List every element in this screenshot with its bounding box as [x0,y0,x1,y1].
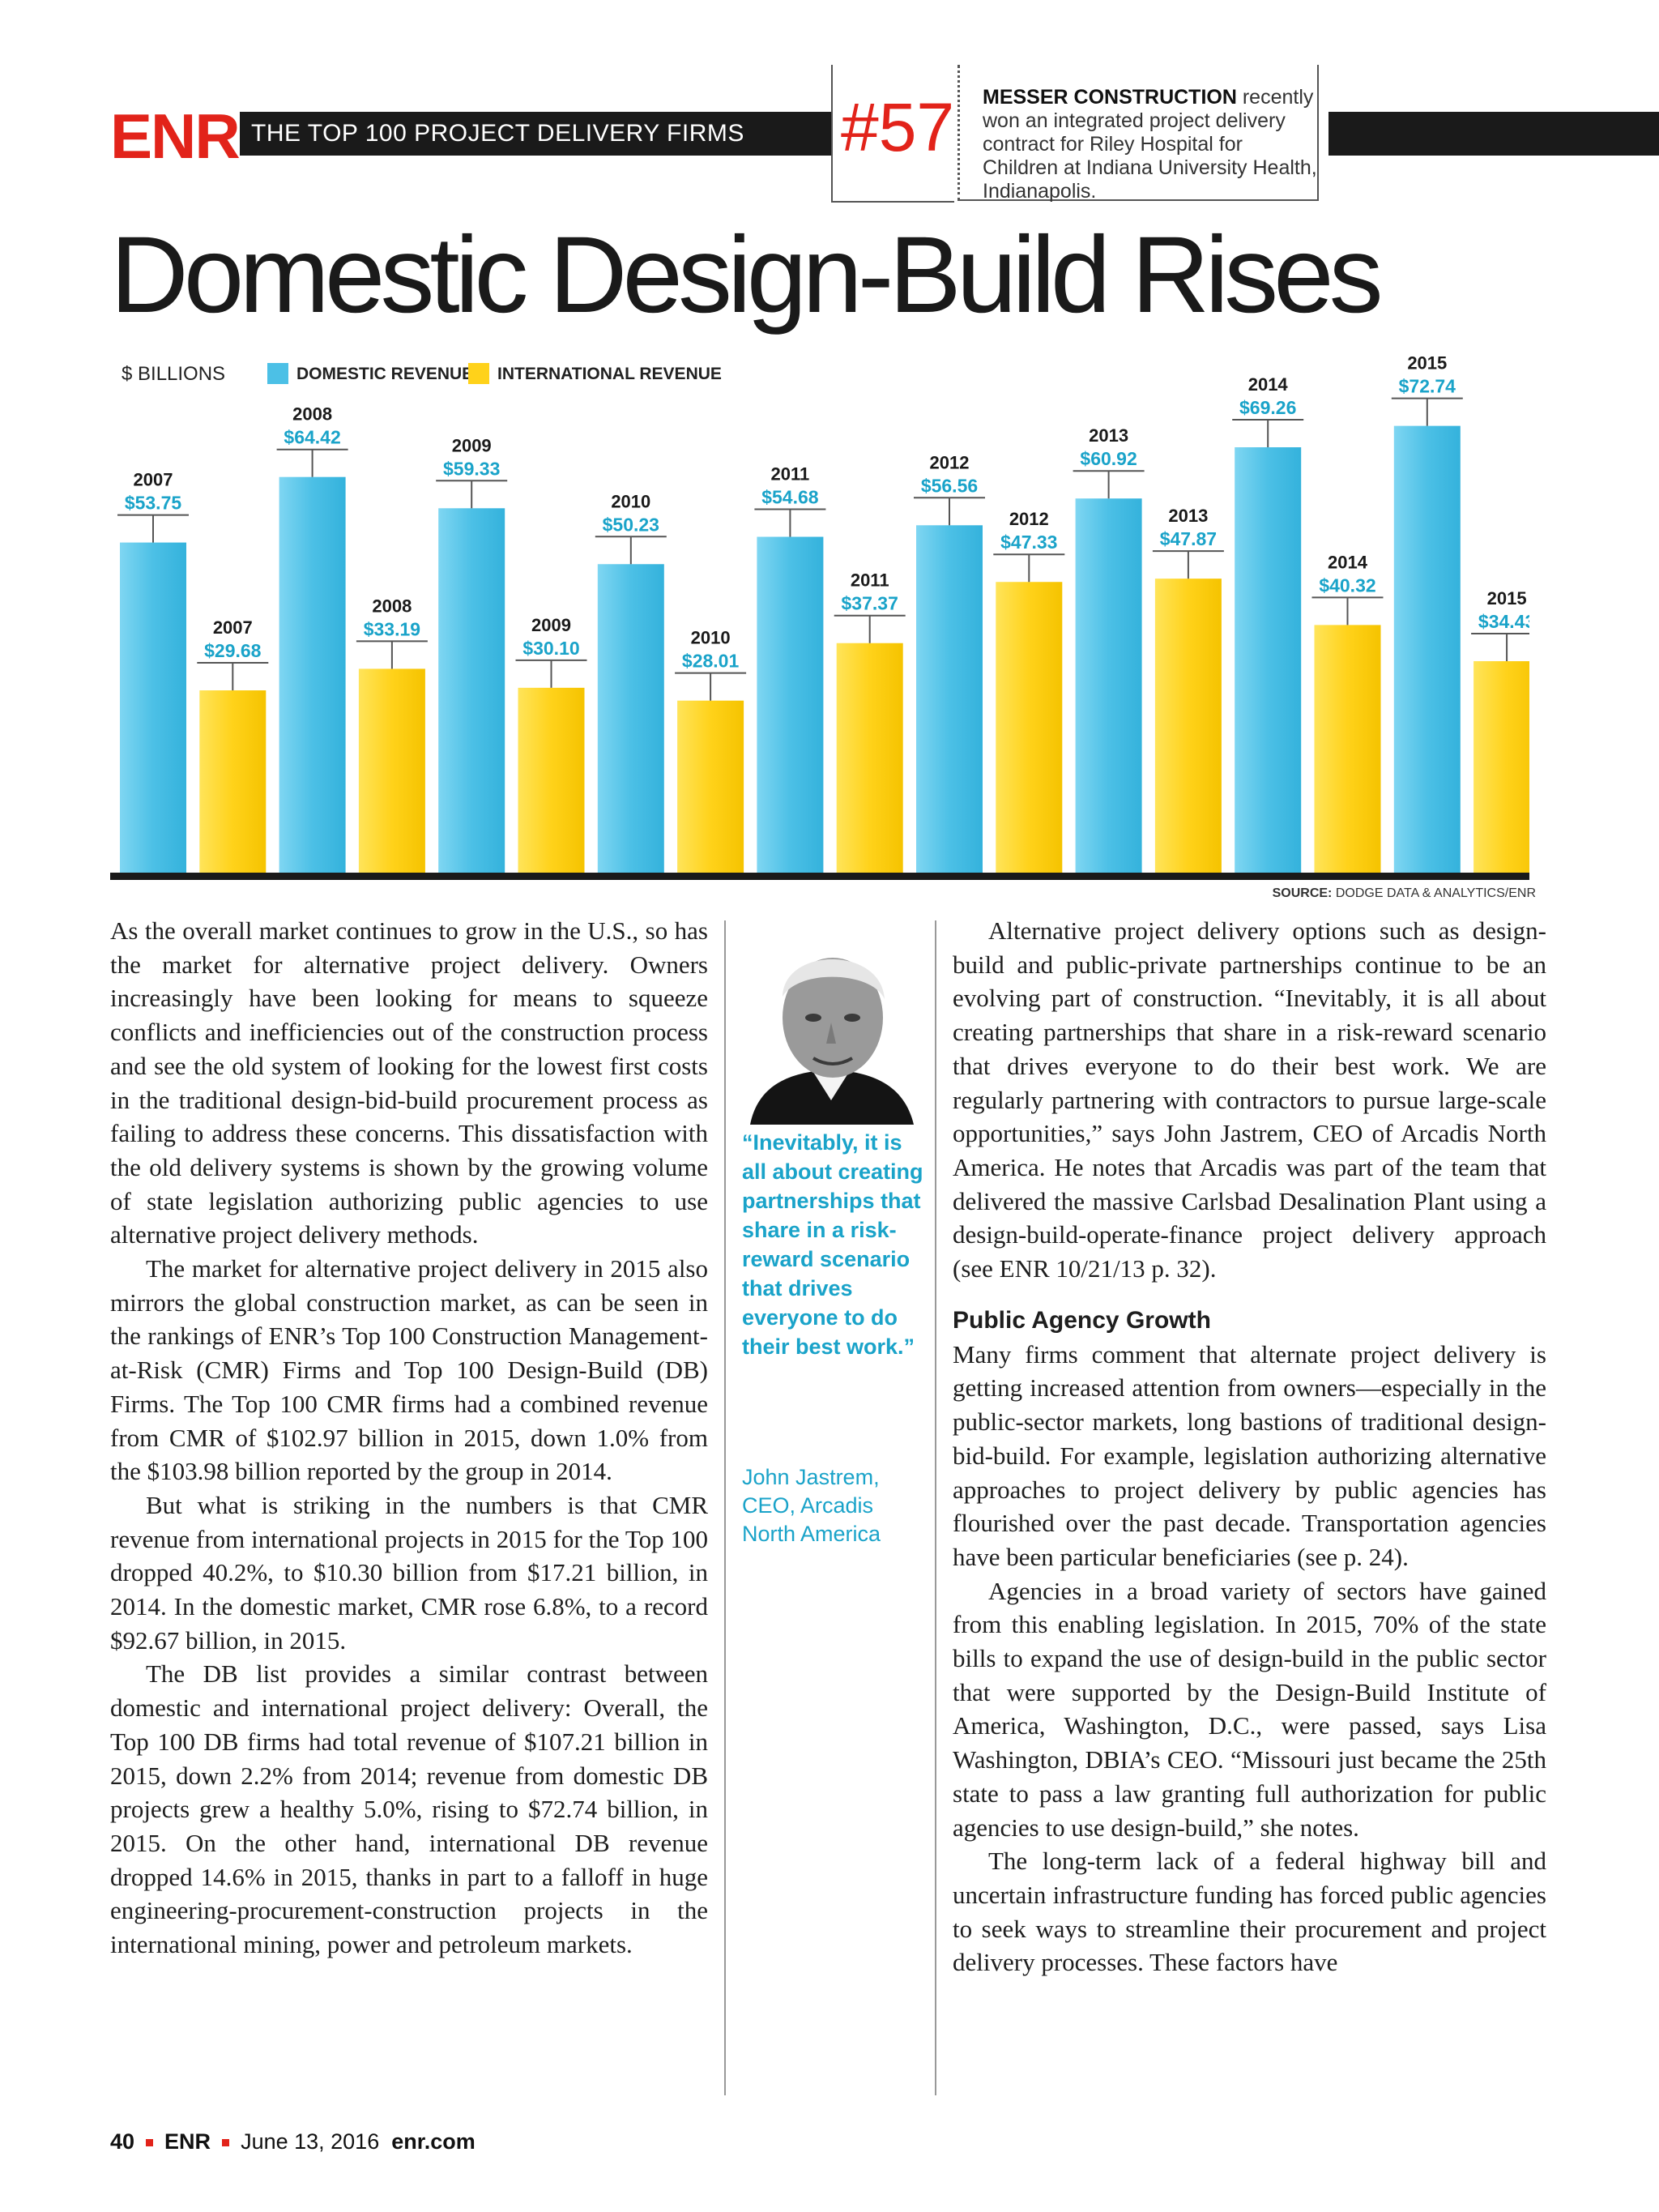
bar-year-label: 2009 [452,435,492,455]
bar-domestic-2014 [1235,447,1302,873]
bar-value-label: $72.74 [1399,376,1456,397]
bar-value-label: $30.10 [522,638,579,659]
footer-separator [146,2139,154,2147]
bar-value-label: $69.26 [1239,397,1296,418]
source-text: DODGE DATA & ANALYTICS/ENR [1335,886,1536,900]
section-title: THE TOP 100 PROJECT DELIVERY FIRMS [251,120,744,147]
bar-international-2012 [996,582,1063,873]
bar-value-label: $40.32 [1319,574,1375,596]
bar-domestic-2013 [1075,498,1142,873]
legend-label-domestic: DOMESTIC REVENUE [296,365,474,383]
paragraph: Many firms comment that alternate projec… [953,1339,1546,1571]
footer-separator [222,2139,230,2147]
caption-company: MESSER CONSTRUCTION [983,86,1237,109]
page-footer: 40 ENR June 13, 2016 enr.com [110,2129,476,2154]
bar-value-label: $53.75 [125,493,182,514]
headline: Domestic Design-Build Rises [110,215,1384,335]
rank-box [831,65,954,203]
bar-year-label: 2013 [1089,425,1128,446]
bar-year-label: 2015 [1407,357,1447,374]
paragraph: The DB list provides a similar contrast … [110,1659,708,1959]
bar-value-label: $34.43 [1478,611,1529,632]
bar-value-label: $56.56 [921,475,978,496]
chart-baseline [110,873,1529,880]
bar-international-2015 [1473,661,1529,873]
column-rule [724,920,726,2095]
bar-value-label: $28.01 [682,651,740,672]
pull-quote: “Inevitably, it is all about creating pa… [742,1130,923,1359]
bar-year-label: 2008 [292,404,332,425]
bar-year-label: 2014 [1328,552,1368,572]
bar-domestic-2011 [757,536,824,873]
section-bar-right [1328,112,1659,156]
bar-year-label: 2013 [1168,506,1208,526]
bar-year-label: 2009 [531,615,571,635]
revenue-bar-chart: 2007$53.752007$29.682008$64.422008$33.19… [110,357,1529,880]
source-label: SOURCE: [1272,886,1333,900]
column-rule [935,920,936,2095]
bar-value-label: $60.92 [1080,448,1137,469]
page-number: 40 [110,2129,135,2154]
bar-domestic-2010 [597,564,664,873]
bar-value-label: $50.23 [603,514,659,535]
bar-year-label: 2012 [1009,509,1049,529]
bar-year-label: 2007 [134,470,173,490]
footer-site: enr.com [391,2129,476,2154]
paragraph: But what is striking in the numbers is t… [110,1490,708,1655]
bar-year-label: 2008 [372,596,412,616]
photo-caption: MESSER CONSTRUCTION recently won an inte… [957,65,1319,203]
caption-text: recently won an integrated project deliv… [983,86,1317,203]
bar-value-label: $59.33 [443,458,500,479]
legend-label-international: INTERNATIONAL REVENUE [497,365,722,383]
bar-international-2013 [1154,579,1222,873]
page-header: ENR THE TOP 100 PROJECT DELIVERY FIRMS #… [0,0,1659,219]
bar-international-2008 [358,668,425,873]
article-column-right: Alternative project delivery options suc… [953,914,1546,1979]
footer-date: June 13, 2016 [241,2129,380,2154]
bar-domestic-2012 [916,525,983,873]
bar-value-label: $47.87 [1160,528,1217,549]
paragraph: The market for alternative project deliv… [110,1254,708,1486]
section-bar [240,112,839,156]
bar-year-label: 2014 [1248,374,1289,395]
paragraph: The long-term lack of a federal highway … [953,1847,1546,1977]
subhead: Public Agency Growth [953,1306,1211,1334]
legend-swatch-domestic [267,363,288,384]
bar-international-2010 [677,700,744,873]
pull-quote-attribution: John Jastrem, CEO, Arcadis North America [742,1465,881,1546]
rank-number: #57 [841,89,955,165]
paragraph: As the overall market continues to grow … [110,916,708,1249]
portrait-photo [742,922,920,1125]
bar-year-label: 2010 [691,628,731,648]
bar-year-label: 2012 [930,452,970,472]
paragraph: Alternative project delivery options suc… [953,916,1546,1283]
bar-year-label: 2011 [771,464,810,485]
bar-value-label: $54.68 [761,487,819,508]
footer-brand: ENR [164,2129,211,2154]
bar-international-2007 [199,690,267,873]
bar-international-2014 [1314,625,1381,873]
enr-logo: ENR [110,100,241,172]
bar-year-label: 2010 [611,491,650,511]
bar-domestic-2007 [120,542,186,873]
bar-year-label: 2015 [1487,588,1527,609]
bar-value-label: $33.19 [364,618,420,639]
paragraph: Agencies in a broad variety of sectors h… [953,1576,1546,1842]
bar-value-label: $47.33 [1000,532,1057,553]
bar-value-label: $37.37 [842,593,898,614]
chart-unit-label: $ BILLIONS [122,363,226,385]
article-column-left: As the overall market continues to grow … [110,914,708,1962]
bar-domestic-2008 [279,476,346,873]
bar-international-2009 [518,687,585,873]
bar-international-2011 [836,643,903,873]
bar-year-label: 2011 [851,570,889,591]
bar-value-label: $64.42 [284,427,340,448]
bar-domestic-2009 [438,508,505,873]
bar-value-label: $29.68 [204,640,262,661]
chart-source: SOURCE: DODGE DATA & ANALYTICS/ENR [1273,886,1536,901]
bar-domestic-2015 [1393,425,1461,873]
legend-swatch-international [468,363,489,384]
bar-year-label: 2007 [213,617,253,638]
